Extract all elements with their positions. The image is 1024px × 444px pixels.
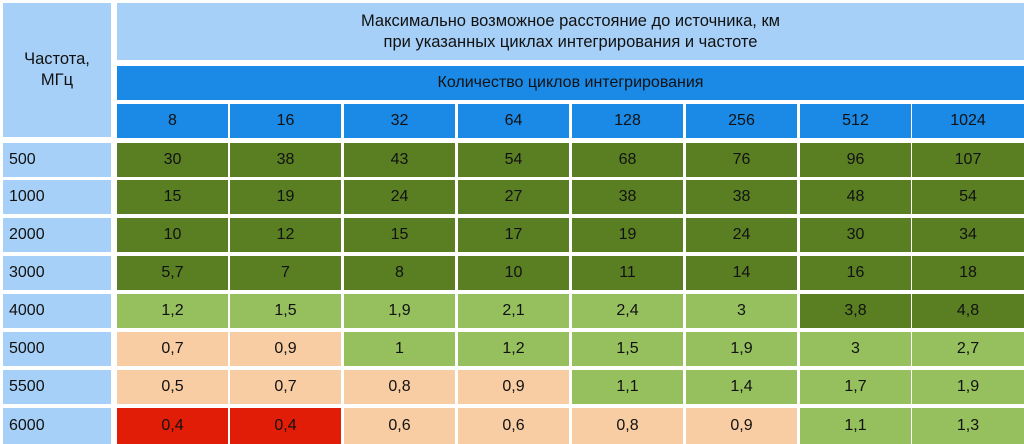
- frequency-cell: 3000: [3, 256, 111, 290]
- value-cell: 5,7: [117, 256, 228, 290]
- value-cell: 68: [572, 143, 683, 177]
- value-cell: 1,9: [912, 370, 1024, 404]
- value-cell: 0,5: [117, 370, 228, 404]
- value-cell: 15: [344, 218, 455, 252]
- value-cell: 0,9: [686, 408, 797, 444]
- value-cell: 43: [344, 143, 455, 177]
- value-cell: 11: [572, 256, 683, 290]
- value-cell: 0,7: [117, 332, 228, 366]
- frequency-cell: 5000: [3, 332, 111, 366]
- value-cell: 1,4: [686, 370, 797, 404]
- value-cell: 17: [458, 218, 569, 252]
- value-cell: 0,9: [230, 332, 341, 366]
- value-cell: 1,9: [686, 332, 797, 366]
- value-cell: 1,7: [800, 370, 911, 404]
- value-cell: 19: [230, 180, 341, 214]
- value-cell: 3: [686, 294, 797, 328]
- cycle-column-header: 32: [344, 104, 455, 138]
- value-cell: 1,1: [800, 408, 911, 444]
- cycle-column-header: 64: [458, 104, 569, 138]
- value-cell: 38: [230, 143, 341, 177]
- value-cell: 10: [458, 256, 569, 290]
- value-cell: 19: [572, 218, 683, 252]
- value-cell: 1,1: [572, 370, 683, 404]
- value-cell: 107: [912, 143, 1024, 177]
- value-cell: 1,3: [912, 408, 1024, 444]
- value-cell: 0,6: [458, 408, 569, 444]
- value-cell: 2,1: [458, 294, 569, 328]
- value-cell: 30: [117, 143, 228, 177]
- cycles-header: Количество циклов интегрирования: [117, 66, 1024, 100]
- value-cell: 1: [344, 332, 455, 366]
- value-cell: 0,6: [344, 408, 455, 444]
- value-cell: 38: [686, 180, 797, 214]
- value-cell: 54: [458, 143, 569, 177]
- value-cell: 4,8: [912, 294, 1024, 328]
- frequency-cell: 5500: [3, 370, 111, 404]
- value-cell: 0,8: [344, 370, 455, 404]
- value-cell: 15: [117, 180, 228, 214]
- value-cell: 1,2: [458, 332, 569, 366]
- value-cell: 34: [912, 218, 1024, 252]
- value-cell: 2,7: [912, 332, 1024, 366]
- value-cell: 30: [800, 218, 911, 252]
- cycle-column-header: 8: [117, 104, 228, 138]
- cycle-column-header: 256: [686, 104, 797, 138]
- cycle-column-header: 128: [572, 104, 683, 138]
- table-title: Максимально возможное расстояние до исто…: [117, 3, 1024, 60]
- value-cell: 8: [344, 256, 455, 290]
- frequency-cell: 4000: [3, 294, 111, 328]
- value-cell: 48: [800, 180, 911, 214]
- value-cell: 24: [344, 180, 455, 214]
- value-cell: 96: [800, 143, 911, 177]
- frequency-cell: 2000: [3, 218, 111, 252]
- value-cell: 14: [686, 256, 797, 290]
- value-cell: 76: [686, 143, 797, 177]
- value-cell: 10: [117, 218, 228, 252]
- frequency-cell: 500: [3, 143, 111, 177]
- value-cell: 7: [230, 256, 341, 290]
- value-cell: 38: [572, 180, 683, 214]
- value-cell: 0,8: [572, 408, 683, 444]
- frequency-header: Частота, МГц: [3, 3, 111, 137]
- cycle-column-header: 512: [800, 104, 911, 138]
- value-cell: 27: [458, 180, 569, 214]
- cycle-column-header: 1024: [912, 104, 1024, 138]
- value-cell: 1,2: [117, 294, 228, 328]
- frequency-cell: 6000: [3, 408, 111, 444]
- cycle-column-header: 16: [230, 104, 341, 138]
- value-cell: 1,9: [344, 294, 455, 328]
- value-cell: 3,8: [800, 294, 911, 328]
- value-cell: 18: [912, 256, 1024, 290]
- frequency-cell: 1000: [3, 180, 111, 214]
- value-cell: 12: [230, 218, 341, 252]
- value-cell: 0,4: [230, 408, 341, 444]
- value-cell: 0,7: [230, 370, 341, 404]
- value-cell: 0,4: [117, 408, 228, 444]
- value-cell: 54: [912, 180, 1024, 214]
- value-cell: 1,5: [230, 294, 341, 328]
- value-cell: 1,5: [572, 332, 683, 366]
- value-cell: 3: [800, 332, 911, 366]
- value-cell: 0,9: [458, 370, 569, 404]
- value-cell: 2,4: [572, 294, 683, 328]
- value-cell: 16: [800, 256, 911, 290]
- value-cell: 24: [686, 218, 797, 252]
